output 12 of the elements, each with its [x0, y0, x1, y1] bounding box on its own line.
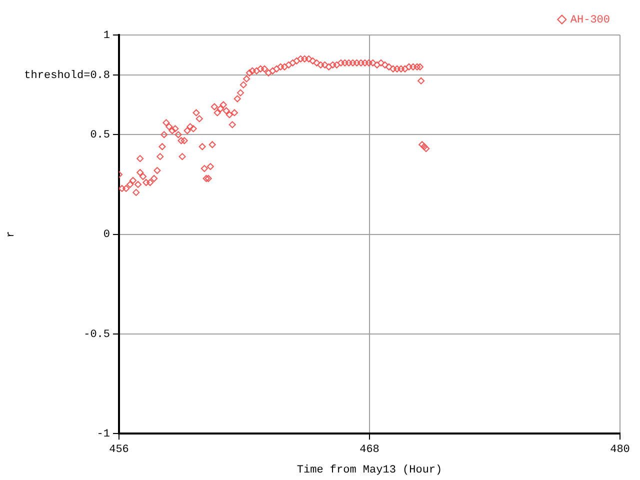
- y-tick-label: 1: [103, 30, 110, 42]
- y-tick-label: -0.5: [84, 328, 110, 341]
- y-tick-label: threshold=0.8: [24, 70, 110, 82]
- y-tick-label: -1: [96, 428, 110, 441]
- y-axis-title: r: [6, 230, 18, 238]
- x-tick-label: 468: [360, 444, 380, 456]
- x-axis-title: Time from May13 (Hour): [296, 464, 442, 476]
- y-tick-label: 0.5: [90, 130, 110, 142]
- y-tick-label: 0: [103, 229, 110, 242]
- legend-label: AH-300: [570, 14, 610, 26]
- x-tick-label: 480: [610, 444, 630, 456]
- x-tick-label: 456: [109, 444, 129, 456]
